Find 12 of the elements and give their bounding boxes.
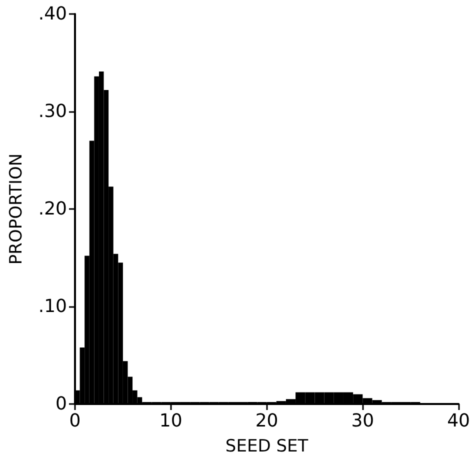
x-tick-label: 40 — [447, 410, 470, 432]
x-axis-title: SEED SET — [225, 436, 309, 456]
y-tick-label: .20 — [38, 198, 67, 220]
y-tick-label: .30 — [38, 101, 67, 122]
y-tick-label: .10 — [38, 296, 67, 317]
x-tick-label: 10 — [159, 410, 182, 432]
x-tick-label: 30 — [351, 410, 374, 432]
x-tick-label: 20 — [255, 410, 278, 432]
y-tick-label: .40 — [38, 4, 67, 24]
x-tick-label: 0 — [69, 410, 81, 432]
y-axis-title: PROPORTION — [6, 153, 26, 265]
y-tick-label: 0 — [56, 394, 67, 414]
